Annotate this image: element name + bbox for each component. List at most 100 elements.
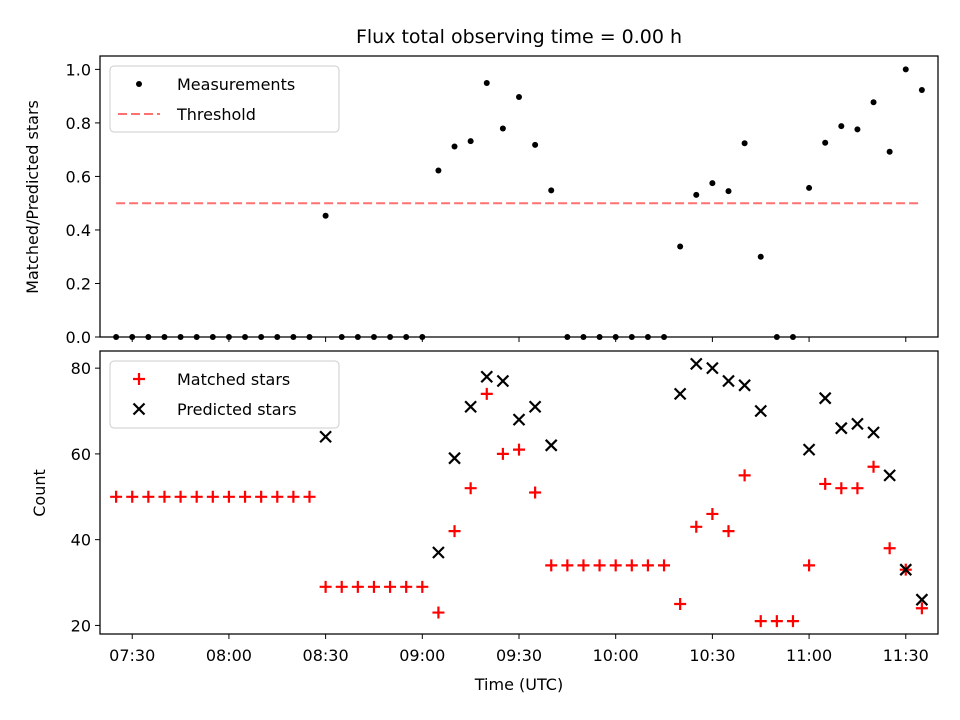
matched-stars-point — [335, 580, 348, 593]
ratio-plot-frame — [99, 55, 939, 338]
ratio-y-tick-label: 0.6 — [66, 167, 91, 186]
matched-stars-point — [803, 559, 816, 572]
predicted-stars-point — [432, 546, 445, 559]
measurements-point — [854, 126, 861, 133]
matched-stars-point — [770, 615, 783, 628]
matched-stars-point — [367, 580, 380, 593]
predicted-stars-point — [802, 443, 816, 456]
measurements-point — [725, 188, 732, 195]
count-y-tick-label: 80 — [71, 359, 91, 378]
count-x-tick-label: 07:30 — [109, 646, 155, 665]
predicted-stars-point — [818, 391, 832, 405]
ratio-y-tick-label: 0.8 — [66, 114, 91, 133]
count-x-tick-label: 10:30 — [689, 646, 735, 665]
count-y-tick-label: 20 — [71, 616, 91, 635]
predicted-stars-point — [722, 374, 735, 388]
count-y-axis-label: Count — [30, 469, 49, 517]
matched-stars-point — [351, 580, 364, 593]
matched-stars-point — [754, 615, 767, 628]
count-x-tick-label: 11:00 — [786, 646, 832, 665]
measurements-point — [532, 141, 539, 148]
predicted-stars-point — [754, 404, 768, 418]
predicted-stars-point — [512, 413, 526, 426]
matched-stars-point — [786, 615, 799, 628]
ratio-y-tick-label: 1.0 — [66, 60, 91, 79]
matched-stars-legend-marker — [133, 373, 145, 385]
count-legend-box — [109, 360, 340, 429]
ratio-panel: 0.0 0.2 0.4 0.6 0.8 1.0 Matched/Predicted sta… — [23, 55, 939, 347]
predicted-stars-point — [689, 357, 703, 371]
matched-stars-point — [158, 490, 171, 503]
matched-stars-point — [819, 477, 832, 490]
predicted-stars-legend-label: Predicted stars — [177, 400, 297, 419]
ratio-y-axis-label: Matched/Predicted stars — [23, 100, 42, 294]
measurements-point — [435, 167, 442, 174]
chart-title: Flux total observing time = 0.00 h — [356, 26, 682, 48]
ratio-y-tick-label: 0.4 — [66, 221, 91, 240]
measurements-point — [709, 180, 716, 187]
ratio-y-tick-label: 0.2 — [66, 274, 91, 293]
matched-stars-point — [319, 580, 332, 593]
matched-stars-point — [416, 580, 429, 593]
measurements-legend-label: Measurements — [177, 75, 295, 94]
predicted-stars-point — [883, 469, 896, 482]
matched-stars-point — [915, 602, 928, 615]
predicted-stars-point — [448, 451, 461, 465]
ratio-marks — [113, 66, 925, 340]
measurements-point — [886, 148, 893, 155]
matched-stars-point — [706, 507, 719, 520]
measurements-point — [451, 143, 458, 150]
matched-stars-point — [513, 443, 525, 456]
matched-stars-point — [609, 559, 622, 572]
matched-stars-point — [239, 490, 252, 503]
matched-stars-point — [464, 482, 477, 495]
count-x-tick-label: 08:30 — [303, 646, 349, 665]
matched-stars-point — [287, 490, 300, 503]
matched-stars-point — [448, 525, 461, 538]
matched-stars-point — [110, 490, 123, 503]
matched-stars-point — [529, 486, 542, 499]
measurements-point — [548, 187, 555, 194]
matched-stars-point — [593, 559, 606, 572]
measurements-point — [806, 184, 813, 191]
matched-stars-point — [400, 580, 413, 593]
matched-stars-point — [271, 490, 284, 503]
count-x-axis-label: Time (UTC) — [474, 675, 563, 694]
measurements-point — [902, 66, 909, 73]
matched-stars-point — [384, 580, 397, 593]
matched-stars-point — [690, 520, 703, 533]
matched-stars-point — [303, 490, 316, 503]
count-legend: Matched stars Predicted stars — [109, 360, 340, 429]
measurements-point — [483, 80, 490, 87]
matched-stars-point — [658, 559, 671, 572]
matched-stars-point — [867, 460, 880, 473]
matched-stars-point — [255, 490, 268, 503]
predicted-stars-point — [899, 563, 913, 576]
measurements-point — [677, 243, 684, 250]
measurements-point — [757, 253, 764, 260]
measurements-point — [918, 86, 925, 93]
ratio-legend-box — [109, 65, 340, 133]
count-x-tick-label: 11:30 — [883, 646, 929, 665]
threshold-legend-label: Threshold — [176, 105, 256, 124]
predicted-stars-point — [673, 387, 687, 401]
measurements-legend-marker — [136, 81, 142, 87]
matched-stars-legend-label: Matched stars — [177, 370, 290, 389]
measurements-point — [870, 99, 877, 106]
predicted-stars-point — [867, 426, 880, 439]
predicted-stars-point — [851, 417, 864, 431]
matched-stars-point — [625, 559, 638, 572]
measurements-point — [322, 212, 329, 219]
count-plot-frame — [99, 350, 939, 635]
matched-stars-point — [851, 482, 864, 495]
measurements-point — [467, 138, 474, 145]
matched-stars-point — [738, 469, 751, 482]
ratio-y-axis: 0.0 0.2 0.4 0.6 0.8 1.0 — [66, 60, 100, 347]
matched-stars-point — [206, 490, 219, 503]
matched-stars-point — [142, 490, 155, 503]
predicted-stars-point — [738, 379, 751, 392]
matched-stars-point — [496, 447, 509, 460]
measurements-point — [822, 139, 829, 146]
predicted-stars-point — [464, 400, 477, 414]
measurements-point — [741, 140, 748, 147]
